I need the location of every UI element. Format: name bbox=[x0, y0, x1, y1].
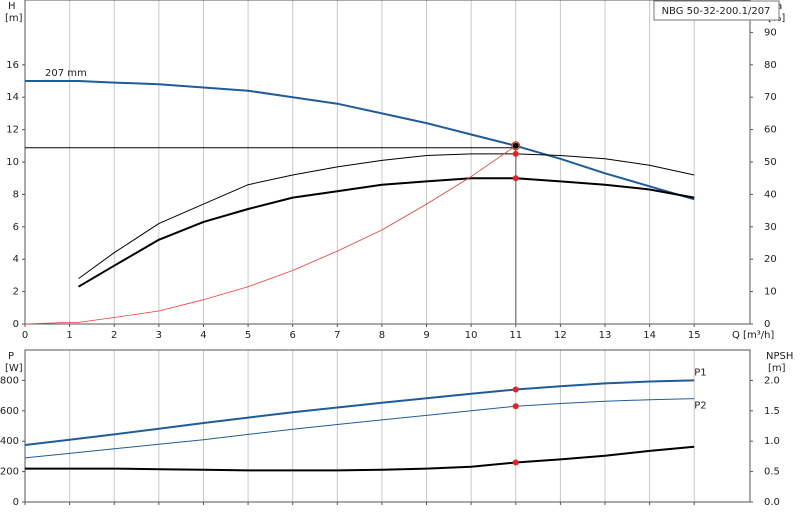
x-tick-label: 15 bbox=[688, 330, 701, 341]
x-tick-label: 7 bbox=[334, 330, 340, 341]
x-tick-label: 12 bbox=[554, 330, 567, 341]
x-tick-label: 14 bbox=[643, 330, 656, 341]
x-tick-label: 10 bbox=[465, 330, 478, 341]
x-tick-label: 1 bbox=[66, 330, 72, 341]
y2-tick-label: 1.0 bbox=[764, 436, 780, 447]
y-tick-label: 200 bbox=[0, 467, 19, 478]
x-tick-label: 11 bbox=[509, 330, 522, 341]
series-line bbox=[77, 177, 695, 288]
operating-point bbox=[512, 175, 519, 182]
x-tick-label: 4 bbox=[200, 330, 206, 341]
y2-tick-label: 40 bbox=[764, 189, 777, 200]
y-tick-label: 6 bbox=[13, 222, 19, 233]
y2-tick-label: 30 bbox=[764, 222, 777, 233]
y-tick-label: 400 bbox=[0, 436, 19, 447]
y2-tick-label: 70 bbox=[764, 92, 777, 103]
series-line bbox=[24, 398, 695, 459]
y2-tick-label: 20 bbox=[764, 254, 777, 265]
y-tick-label: 8 bbox=[13, 189, 19, 200]
y2-axis-unit: [m] bbox=[768, 363, 786, 374]
operating-point bbox=[512, 459, 519, 466]
x-axis-label: Q [m³/h] bbox=[732, 330, 774, 341]
x-tick-label: 5 bbox=[245, 330, 251, 341]
y2-tick-label: 0.0 bbox=[764, 497, 780, 508]
y-axis-unit: [W] bbox=[5, 363, 23, 374]
operating-point bbox=[512, 403, 519, 410]
x-tick-label: 9 bbox=[423, 330, 429, 341]
y-tick-label: 800 bbox=[0, 375, 19, 386]
y-tick-label: 600 bbox=[0, 406, 19, 417]
series-label: P1 bbox=[694, 367, 706, 378]
y2-tick-label: 10 bbox=[764, 287, 777, 298]
y-tick-label: 10 bbox=[6, 157, 19, 168]
operating-point bbox=[512, 386, 519, 393]
operating-point bbox=[512, 150, 519, 157]
y-tick-label: 0 bbox=[13, 319, 19, 330]
title-box bbox=[653, 0, 780, 21]
y-axis-label: H bbox=[8, 1, 16, 12]
chart-title: NBG 50-32-200.1/207 bbox=[662, 6, 771, 17]
plot-frame bbox=[24, 349, 751, 503]
x-tick-label: 0 bbox=[22, 330, 28, 341]
operating-point bbox=[512, 142, 519, 149]
y2-tick-label: 0.5 bbox=[764, 467, 780, 478]
y2-tick-label: 1.5 bbox=[764, 406, 780, 417]
x-tick-label: 13 bbox=[599, 330, 612, 341]
y-tick-label: 0 bbox=[13, 497, 19, 508]
series-line bbox=[24, 379, 695, 446]
y2-tick-label: 0 bbox=[764, 319, 770, 330]
x-tick-label: 2 bbox=[111, 330, 117, 341]
y2-tick-label: 2.0 bbox=[764, 375, 780, 386]
series-label: P2 bbox=[694, 401, 706, 412]
y-axis-label: P bbox=[8, 351, 14, 362]
series-line bbox=[25, 445, 695, 472]
x-tick-label: 8 bbox=[379, 330, 385, 341]
y-tick-label: 16 bbox=[6, 60, 19, 71]
x-tick-label: 3 bbox=[156, 330, 162, 341]
y2-axis-label: NPSH bbox=[766, 351, 793, 362]
series-line bbox=[78, 153, 695, 280]
series-line bbox=[24, 145, 517, 325]
y-tick-label: 4 bbox=[13, 254, 19, 265]
y2-tick-label: 90 bbox=[764, 27, 777, 38]
y2-tick-label: 80 bbox=[764, 60, 777, 71]
y2-tick-label: 60 bbox=[764, 125, 777, 136]
y-tick-label: 12 bbox=[6, 125, 19, 136]
y-tick-label: 2 bbox=[13, 287, 19, 298]
y-tick-label: 14 bbox=[6, 92, 19, 103]
plot-frame bbox=[24, 0, 751, 325]
series-label: 207 mm bbox=[45, 68, 87, 79]
series-line bbox=[25, 80, 695, 201]
y-axis-unit: [m] bbox=[5, 13, 23, 24]
y2-tick-label: 50 bbox=[764, 157, 777, 168]
x-tick-label: 6 bbox=[290, 330, 296, 341]
